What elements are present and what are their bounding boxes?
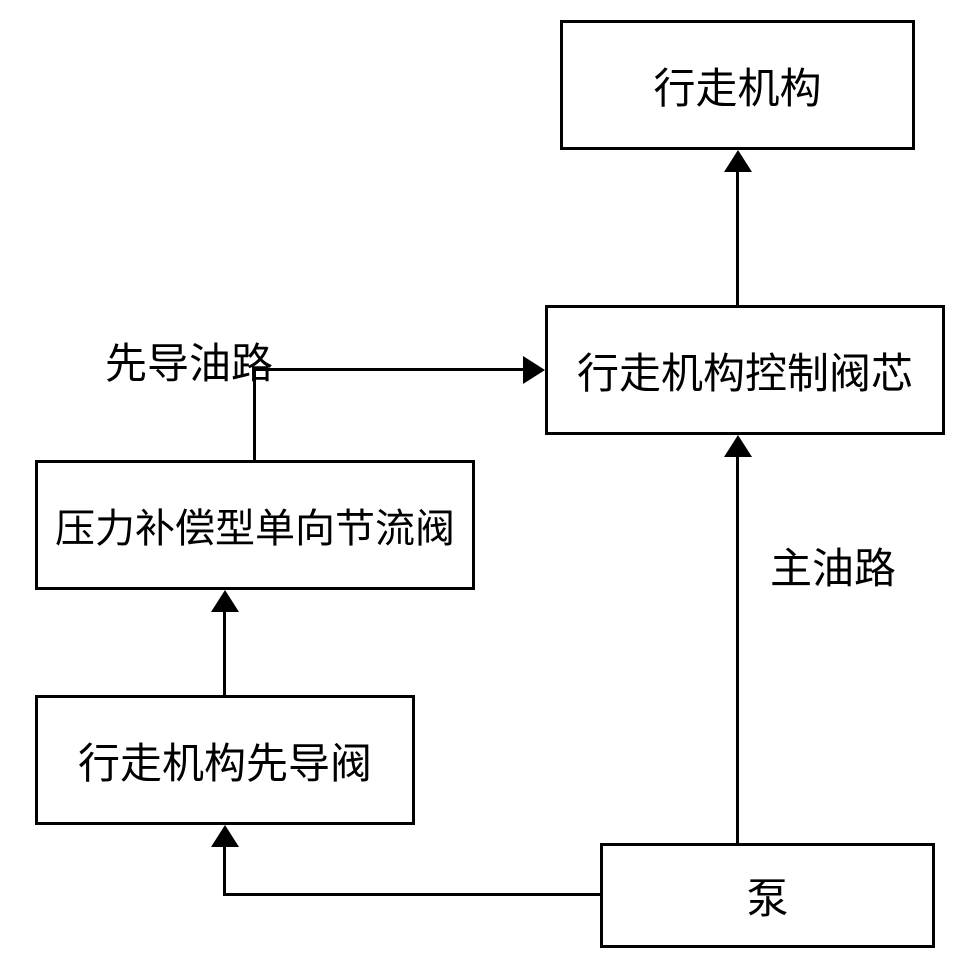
edge-label-pilot-oil: 先导油路 xyxy=(105,330,273,391)
arrow-line xyxy=(736,164,739,305)
arrow-head-up-icon xyxy=(211,590,239,612)
node-label: 行走机构控制阀芯 xyxy=(577,340,913,401)
node-walking-mechanism: 行走机构 xyxy=(560,20,915,150)
arrow-line xyxy=(223,893,600,896)
node-label: 压力补偿型单向节流阀 xyxy=(55,496,455,554)
arrow-head-up-icon xyxy=(724,150,752,172)
arrow-line xyxy=(223,839,226,896)
label-text: 先导油路 xyxy=(105,342,273,388)
label-text: 主油路 xyxy=(770,547,896,593)
node-throttle-valve: 压力补偿型单向节流阀 xyxy=(35,460,475,590)
node-label: 行走机构先导阀 xyxy=(78,730,372,791)
edge-label-main-oil: 主油路 xyxy=(770,535,896,596)
arrow-line xyxy=(223,604,226,695)
node-label: 泵 xyxy=(746,865,788,926)
arrow-line xyxy=(253,368,256,460)
node-label: 行走机构 xyxy=(653,55,821,116)
arrow-head-up-icon xyxy=(724,435,752,457)
node-pilot-valve: 行走机构先导阀 xyxy=(35,695,415,825)
arrow-head-right-icon xyxy=(523,356,545,384)
arrow-line xyxy=(253,368,525,371)
arrow-line xyxy=(736,449,739,843)
node-pump: 泵 xyxy=(600,843,935,948)
arrow-head-up-icon xyxy=(211,825,239,847)
node-control-valve-core: 行走机构控制阀芯 xyxy=(545,305,945,435)
